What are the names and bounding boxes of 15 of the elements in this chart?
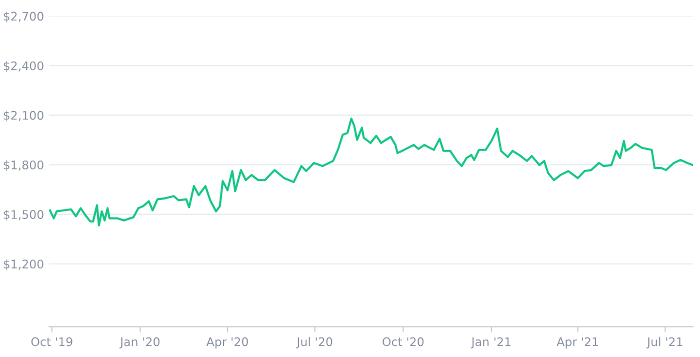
y-tick-label: $1,500 [4,210,44,221]
x-tick-label: Jan '21 [470,337,510,348]
y-tick-label: $2,100 [4,110,44,122]
y-tick-label: $1,200 [4,259,44,270]
x-tick-label: Apr '20 [206,337,248,348]
y-tick-label: $1,800 [4,160,44,171]
x-tick-label: Jul '20 [296,337,332,348]
x-tick-label: Oct '19 [31,337,72,346]
line-series [49,118,693,226]
y-tick-label: $2,700 [4,12,44,22]
x-tick-label: Jul '21 [646,337,682,348]
x-tick-label: Apr '21 [556,337,598,348]
y-tick-label: $2,400 [4,61,44,72]
x-tick-label: Jan '20 [119,337,160,348]
x-tick-label: Oct '20 [382,337,424,346]
